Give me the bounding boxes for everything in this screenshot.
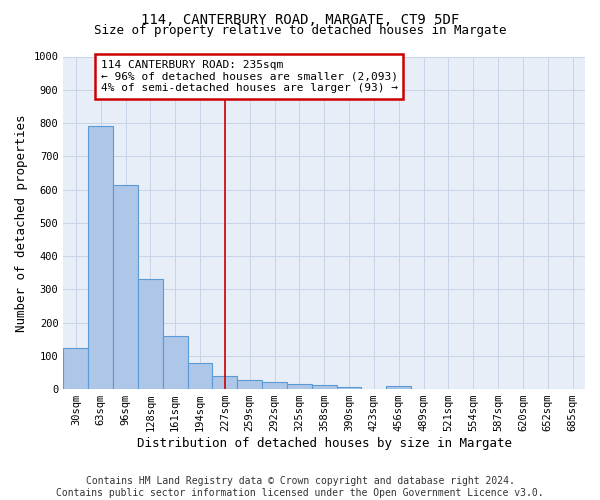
Y-axis label: Number of detached properties: Number of detached properties bbox=[15, 114, 28, 332]
Bar bbox=[212, 376, 237, 389]
Bar bbox=[188, 363, 212, 389]
Bar bbox=[237, 380, 262, 389]
Bar bbox=[163, 336, 188, 389]
Bar bbox=[138, 280, 163, 389]
Bar bbox=[312, 385, 337, 389]
Text: Contains HM Land Registry data © Crown copyright and database right 2024.
Contai: Contains HM Land Registry data © Crown c… bbox=[56, 476, 544, 498]
Bar bbox=[262, 382, 287, 389]
Bar bbox=[386, 386, 411, 389]
Bar bbox=[64, 348, 88, 389]
Bar bbox=[113, 184, 138, 389]
Text: 114, CANTERBURY ROAD, MARGATE, CT9 5DF: 114, CANTERBURY ROAD, MARGATE, CT9 5DF bbox=[141, 12, 459, 26]
Text: 114 CANTERBURY ROAD: 235sqm
← 96% of detached houses are smaller (2,093)
4% of s: 114 CANTERBURY ROAD: 235sqm ← 96% of det… bbox=[101, 60, 398, 93]
Bar bbox=[88, 126, 113, 389]
Bar bbox=[287, 384, 312, 389]
Bar bbox=[337, 387, 361, 389]
X-axis label: Distribution of detached houses by size in Margate: Distribution of detached houses by size … bbox=[137, 437, 512, 450]
Text: Size of property relative to detached houses in Margate: Size of property relative to detached ho… bbox=[94, 24, 506, 37]
